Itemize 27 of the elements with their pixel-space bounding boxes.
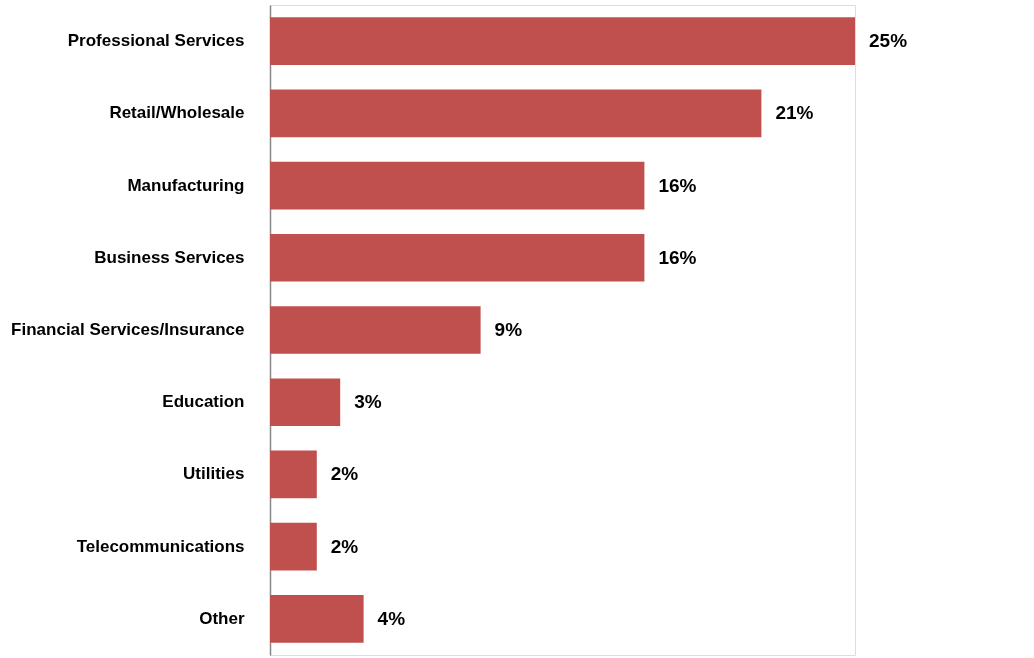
y-tick-label: Other <box>199 608 245 628</box>
data-label: 16% <box>658 246 697 268</box>
y-tick-label: Professional Services <box>67 31 245 51</box>
data-label: 2% <box>330 535 359 557</box>
data-label: 21% <box>775 102 814 124</box>
bar <box>270 450 317 499</box>
y-tick-label: Retail/Wholesale <box>109 103 245 123</box>
y-tick-label: Financial Services/Insurance <box>11 320 245 339</box>
data-label: 9% <box>494 319 523 340</box>
bar <box>270 161 645 210</box>
bar <box>270 306 481 354</box>
y-tick-label: Utilities <box>183 464 245 484</box>
bar <box>270 522 317 571</box>
y-tick-label: Education <box>162 392 245 412</box>
data-label: 16% <box>658 174 697 196</box>
bar <box>270 17 855 65</box>
y-tick-label: Business Services <box>94 247 245 267</box>
y-tick-label: Telecommunications <box>76 536 245 556</box>
bar <box>270 233 645 282</box>
bar <box>270 89 762 138</box>
data-label: 25% <box>869 30 908 52</box>
bar <box>270 595 364 643</box>
data-label: 3% <box>354 391 382 413</box>
y-tick-label: Manufacturing <box>127 175 245 195</box>
bar <box>270 378 341 427</box>
data-label: 4% <box>377 607 406 629</box>
data-label: 2% <box>330 463 359 485</box>
